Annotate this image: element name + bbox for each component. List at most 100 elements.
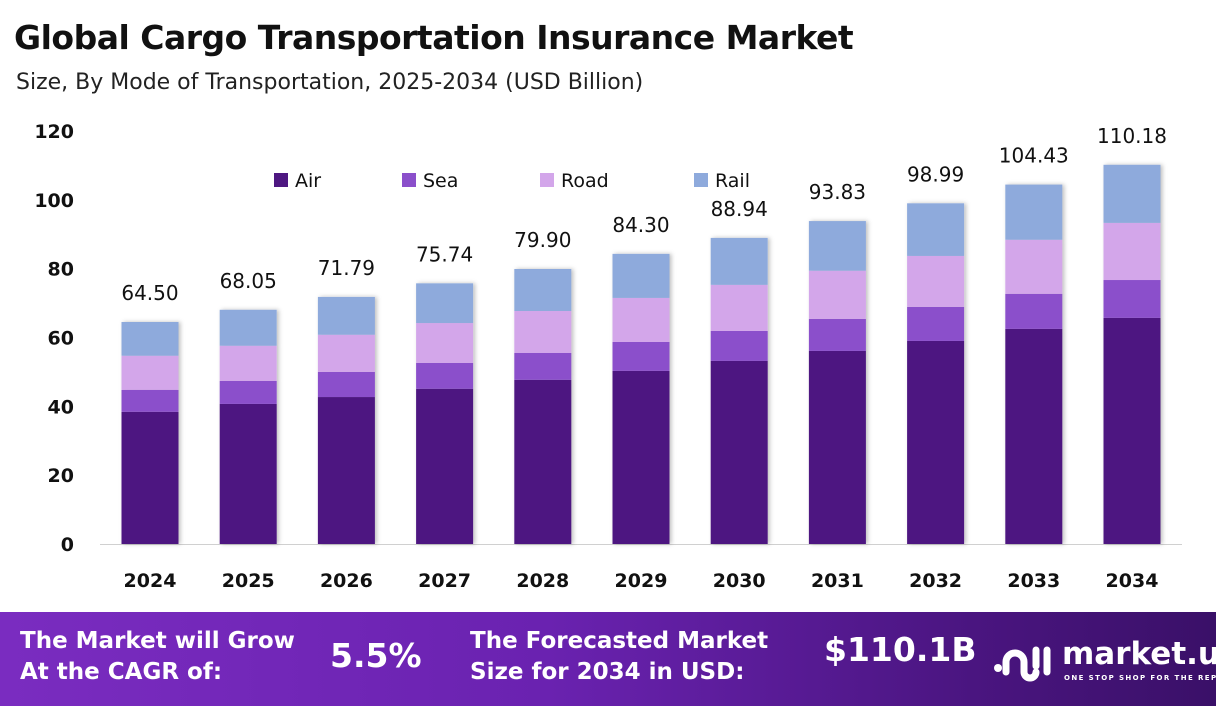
cagr-label-line2: At the CAGR of: (20, 659, 223, 685)
legend-label: Air (295, 170, 321, 192)
bar-segment-rail (514, 269, 572, 311)
total-label: 75.74 (416, 242, 473, 266)
y-tick-label: 80 (48, 259, 74, 281)
y-tick-label: 40 (48, 396, 74, 418)
market-us-logo-icon (994, 646, 1051, 682)
bar-segment-rail (416, 283, 474, 324)
bar-stack-2025 (219, 309, 277, 544)
y-tick-label: 100 (34, 190, 74, 212)
total-label: 68.05 (220, 269, 277, 293)
legend: Air Sea Road Rail (274, 170, 750, 192)
forecast-value: $110.1B (824, 630, 977, 669)
bar-segment-sea (1103, 280, 1161, 318)
bar-segment-air (121, 411, 179, 544)
legend-item-sea: Sea (402, 170, 458, 192)
total-label: 64.50 (121, 281, 178, 305)
legend-item-rail: Rail (694, 170, 750, 192)
x-axis: 2024 2025 2026 2027 2028 2029 2030 2031 2032 2033… (124, 570, 1159, 592)
bar-segment-air (317, 397, 375, 544)
bar-segment-air (514, 379, 572, 544)
bar-segment-road (710, 284, 768, 331)
bar-stack-2030 (710, 237, 768, 544)
cagr-value: 5.5% (330, 636, 422, 675)
bar-segment-sea (317, 371, 375, 398)
bar-segment-sea (612, 341, 670, 371)
legend-label: Sea (423, 170, 458, 192)
bars: 64.50 68.05 71.79 75.74 79.90 84.30 88.94 93.83… (121, 124, 1167, 544)
bar-segment-road (514, 310, 572, 353)
forecast-label-line2: Size for 2034 in USD: (470, 659, 745, 685)
bar-stack-2027 (416, 283, 474, 544)
forecast-label: The Forecasted Market Size for 2034 in U… (470, 626, 768, 688)
x-tick-label: 2026 (320, 570, 373, 592)
y-axis: 0 20 40 60 80 100 120 (34, 121, 74, 556)
bar-segment-air (808, 350, 866, 544)
bar-segment-rail (1103, 164, 1161, 223)
bar-segment-air (612, 370, 670, 544)
x-tick-label: 2032 (909, 570, 962, 592)
bar-stack-2034 (1103, 164, 1161, 544)
total-label: 110.18 (1097, 124, 1167, 148)
total-label: 98.99 (907, 162, 964, 186)
legend-swatch (694, 173, 708, 187)
bar-segment-rail (808, 221, 866, 271)
total-label: 79.90 (514, 228, 571, 252)
bar-segment-rail (219, 309, 277, 346)
chart: 0 20 40 60 80 100 120 64.50 68.05 71.79 75.74 79.9… (34, 121, 1182, 592)
x-tick-label: 2024 (124, 570, 177, 592)
total-label: 104.43 (999, 144, 1069, 168)
bar-segment-sea (514, 352, 572, 380)
bar-segment-air (907, 340, 965, 544)
total-label: 84.30 (612, 213, 669, 237)
bar-segment-rail (121, 322, 179, 356)
x-tick-label: 2030 (713, 570, 766, 592)
legend-swatch (274, 173, 288, 187)
x-tick-label: 2028 (516, 570, 569, 592)
bar-segment-road (612, 297, 670, 342)
logo-tagline: ONE STOP SHOP FOR THE REPORTS (1064, 674, 1216, 682)
bar-segment-road (1103, 222, 1161, 281)
bar-segment-air (416, 388, 474, 544)
chart-subtitle: Size, By Mode of Transportation, 2025-20… (16, 70, 644, 95)
bar-segment-sea (1005, 293, 1063, 329)
total-label: 93.83 (809, 180, 866, 204)
total-label: 88.94 (711, 197, 768, 221)
legend-swatch (402, 173, 416, 187)
bar-segment-sea (219, 380, 277, 404)
x-tick-label: 2029 (615, 570, 668, 592)
footer-banner: The Market will Grow At the CAGR of: 5.5… (0, 612, 1216, 706)
bar-segment-road (808, 270, 866, 319)
bar-segment-air (1103, 317, 1161, 544)
x-tick-label: 2025 (222, 570, 275, 592)
bar-stack-2032 (907, 203, 965, 544)
y-tick-label: 120 (34, 121, 74, 143)
bar-segment-sea (121, 389, 179, 412)
legend-label: Rail (715, 170, 750, 192)
bar-segment-road (907, 255, 965, 307)
x-tick-label: 2027 (418, 570, 471, 592)
logo-text: market.us (1062, 636, 1216, 672)
x-tick-label: 2031 (811, 570, 864, 592)
bar-segment-air (1005, 328, 1063, 544)
bar-segment-road (121, 355, 179, 390)
cagr-label: The Market will Grow At the CAGR of: (20, 626, 295, 688)
bar-segment-rail (612, 253, 670, 298)
bar-segment-rail (710, 237, 768, 285)
x-tick-label: 2034 (1106, 570, 1159, 592)
total-label: 71.79 (318, 256, 375, 280)
cagr-label-line1: The Market will Grow (20, 628, 295, 654)
bar-segment-rail (907, 203, 965, 256)
y-tick-label: 0 (61, 534, 74, 556)
bar-stack-2024 (121, 322, 179, 544)
legend-item-road: Road (540, 170, 609, 192)
bar-stack-2031 (808, 221, 866, 544)
legend-item-air: Air (274, 170, 321, 192)
forecast-label-line1: The Forecasted Market (470, 628, 769, 654)
bar-segment-sea (710, 330, 768, 361)
bar-segment-air (710, 360, 768, 544)
bar-segment-sea (416, 362, 474, 389)
chart-title: Global Cargo Transportation Insurance Ma… (14, 18, 854, 57)
x-tick-label: 2033 (1007, 570, 1060, 592)
legend-label: Road (561, 170, 609, 192)
bar-segment-sea (808, 318, 866, 351)
